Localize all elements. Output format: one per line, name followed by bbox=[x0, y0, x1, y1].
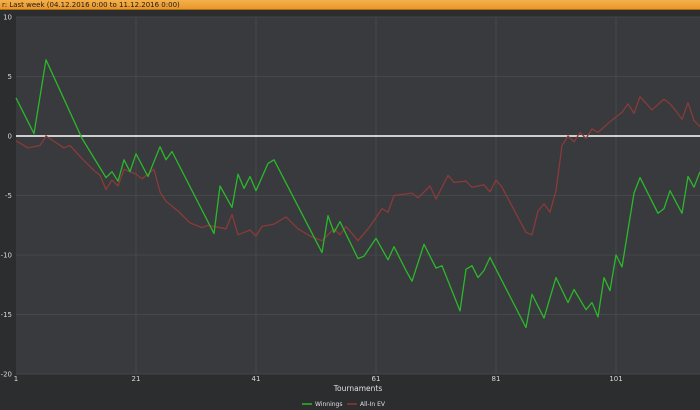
x-tick-label: 21 bbox=[132, 375, 141, 383]
y-tick-label: -20 bbox=[1, 371, 12, 379]
x-tick-label: 41 bbox=[252, 375, 261, 383]
y-tick-label: 10 bbox=[3, 14, 12, 22]
series-line-winnings bbox=[15, 59, 700, 329]
x-axis-ticks: 1 21 41 61 81 101 bbox=[14, 375, 623, 383]
x-tick-label: 61 bbox=[372, 375, 381, 383]
chart-legend: Winnings All-In EV bbox=[302, 401, 386, 408]
y-tick-label: 5 bbox=[8, 73, 12, 81]
legend-label: Winnings bbox=[315, 401, 342, 408]
x-tick-label: 81 bbox=[492, 375, 501, 383]
x-tick-label: 1 bbox=[14, 375, 18, 383]
y-tick-label: 0 bbox=[8, 133, 12, 141]
date-range-label: r: Last week (04.12.2016 0:00 to 11.12.2… bbox=[2, 1, 180, 9]
series-line-all-in-ev bbox=[15, 96, 700, 242]
y-tick-label: -10 bbox=[1, 252, 12, 260]
date-range-bar: r: Last week (04.12.2016 0:00 to 11.12.2… bbox=[0, 0, 700, 10]
y-axis-ticks: 10 5 0 -5 -10 -15 -20 bbox=[1, 14, 12, 379]
chart-grid bbox=[16, 16, 700, 375]
y-tick-label: -15 bbox=[1, 311, 12, 319]
x-axis-title: Tournaments bbox=[333, 384, 383, 393]
series-layer bbox=[15, 59, 700, 329]
x-tick-label: 101 bbox=[609, 375, 622, 383]
y-tick-label: -5 bbox=[5, 192, 12, 200]
legend-label: All-In EV bbox=[360, 401, 386, 408]
